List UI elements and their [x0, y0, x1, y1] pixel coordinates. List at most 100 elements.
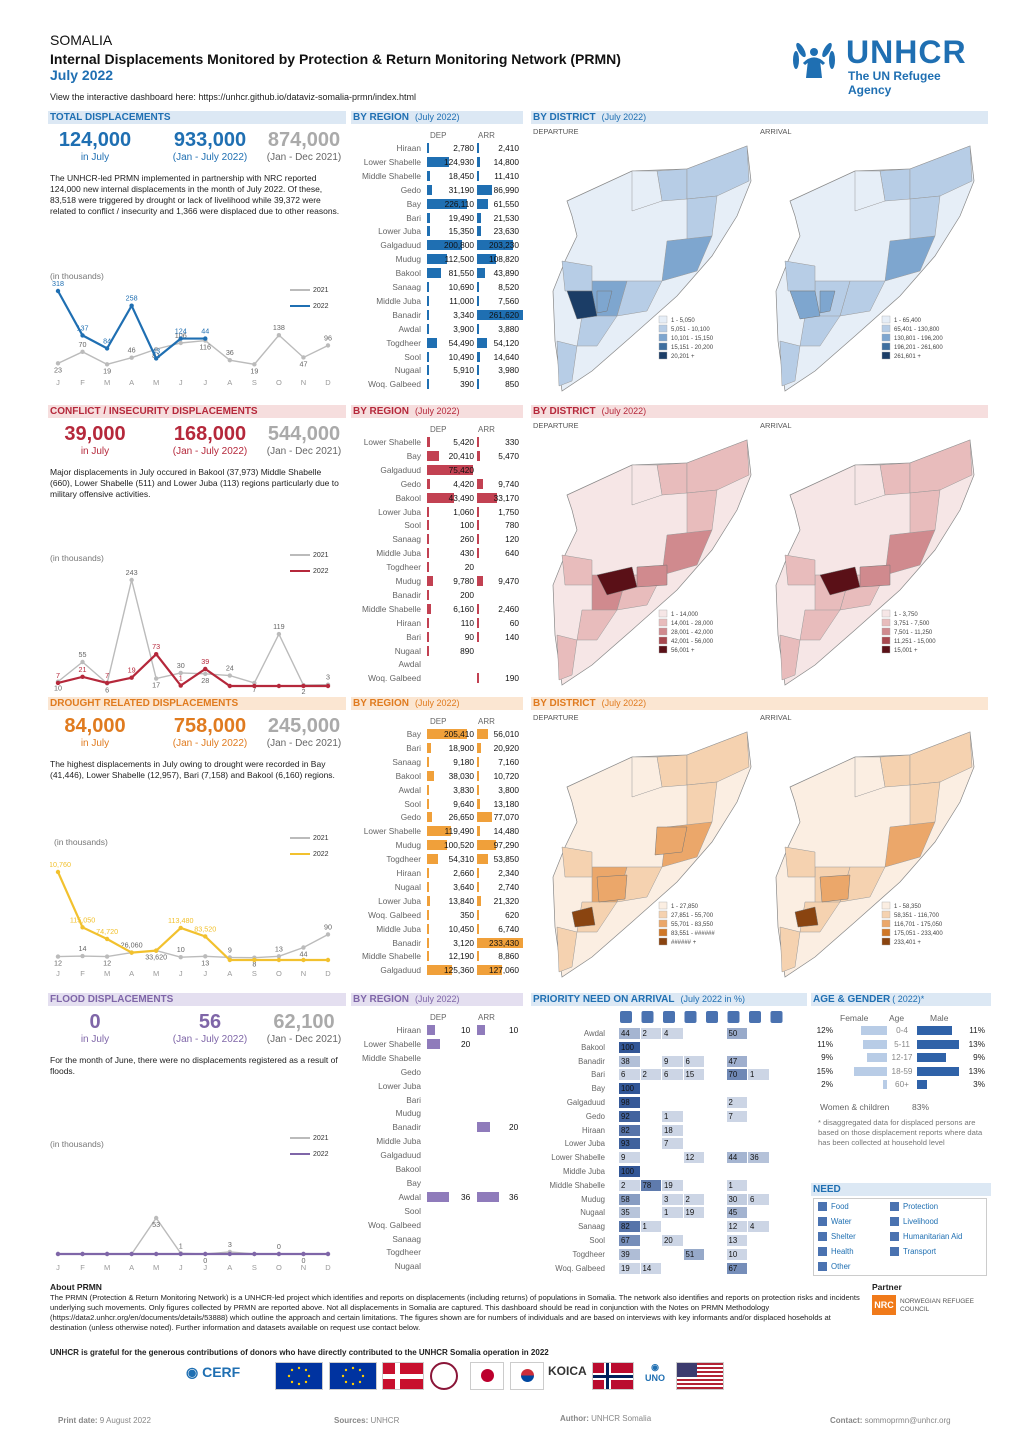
x-tick-label: O	[276, 378, 282, 387]
priority-cell	[727, 1083, 748, 1094]
denmark-flag-icon	[382, 1362, 424, 1390]
priority-cell	[727, 1042, 748, 1053]
arr-bar	[477, 450, 481, 461]
arr-bar	[477, 729, 489, 739]
priority-cell	[684, 1111, 705, 1122]
region-row: Middle Juba 11,000 7,560	[376, 295, 519, 306]
legend-2022: 2022	[290, 1151, 329, 1158]
data-label: 44	[299, 950, 307, 959]
region-row: Bay 226,110 61,550	[406, 198, 519, 209]
district-shape	[656, 754, 688, 788]
arr-bar	[477, 1025, 485, 1035]
priority-cell: 13	[726, 1235, 747, 1246]
map-legend-label: 15,001 +	[894, 648, 918, 654]
data-label: 10	[177, 945, 185, 954]
cerf-logo-icon: ◉ CERF	[186, 1364, 241, 1380]
print-date: Print date: 9 August 2022	[58, 1416, 151, 1425]
priority-cell: 6	[619, 1069, 640, 1081]
dep-bar	[427, 826, 451, 837]
nrc-name: NORWEGIAN REFUGEE COUNCIL	[900, 1298, 974, 1313]
priority-cell: 100	[619, 1083, 640, 1095]
data-point	[252, 957, 257, 963]
priority-cell: 50	[726, 1028, 747, 1039]
data-label: 39	[201, 657, 209, 666]
priority-cell	[770, 1056, 791, 1067]
need-legend-item: Humanitarian Aid	[890, 1232, 962, 1242]
japan-flag-icon	[470, 1362, 504, 1390]
map-legend-swatch	[658, 937, 668, 946]
need-legend-item: Livelihood	[890, 1217, 938, 1227]
priority-row: Middle Shabelle 2 78 19 1	[531, 1179, 807, 1192]
arr-bar	[477, 798, 480, 809]
conflict-arr-map: 1 - 3,750 3,751 - 7,500 7,501 - 11,250 11,2…	[775, 439, 975, 686]
region-row: Togdheer 20	[386, 562, 474, 573]
map-legend-label: 1 - 5,050	[671, 318, 695, 324]
map-legend-label: 233,401 +	[894, 940, 921, 946]
shelter-icon	[818, 1232, 827, 1242]
male-label: Male	[930, 1013, 949, 1023]
dashboard-link[interactable]: View the interactive dashboard here: htt…	[50, 92, 417, 102]
x-tick-label: J	[203, 378, 207, 387]
district-shape	[656, 462, 688, 496]
dep-bar	[427, 840, 447, 851]
priority-cell: 4	[662, 1028, 683, 1039]
flood-kpi-3: 62,100 (Jan - Dec 2021)	[266, 1011, 342, 1045]
data-point	[325, 957, 331, 963]
priority-row: Togdheer 39 51 10	[531, 1248, 807, 1261]
data-label: 7	[56, 671, 60, 680]
priority-cell: 92	[619, 1110, 640, 1122]
district-shape	[631, 170, 663, 212]
priority-cell: 7	[726, 1110, 747, 1122]
district-shape	[631, 464, 663, 506]
data-label: 258	[126, 294, 138, 303]
data-label: 73	[152, 642, 160, 651]
map-legend-swatch	[658, 928, 668, 937]
conflict-kpi-3: 544,000 (Jan - Dec 2021)	[266, 423, 342, 457]
map-legend-swatch	[658, 627, 668, 636]
drought-arr-map: 1 - 58,350 58,351 - 116,700 116,701 - 175,…	[775, 731, 975, 978]
data-point	[178, 954, 183, 960]
district-shape	[854, 756, 886, 798]
female-bar	[860, 1026, 887, 1035]
priority-cell: 30	[726, 1193, 747, 1205]
dep-bar	[427, 198, 467, 209]
unhcr-logo: UNHCR The UN Refugee Agency	[786, 34, 986, 97]
region-row: Sanaag	[392, 1233, 421, 1244]
data-label: 55	[79, 650, 87, 659]
x-tick-label: O	[276, 969, 282, 978]
data-label: 23	[54, 365, 62, 374]
priority-row: Lower Juba 93 7	[531, 1138, 807, 1150]
need-legend-item: Transport	[890, 1247, 936, 1257]
data-label: 124	[175, 327, 187, 336]
data-point	[178, 670, 183, 676]
series-2021-line	[57, 933, 329, 959]
map-legend-label: 65,401 - 130,800	[894, 327, 940, 333]
data-point	[203, 336, 208, 341]
usa-flag-icon	[676, 1362, 724, 1390]
priority-cell	[641, 1138, 662, 1149]
male-bar	[917, 1026, 953, 1035]
priority-cell: 1	[726, 1179, 747, 1191]
region-row: Bari 19,490 21,530	[406, 212, 519, 223]
region-row: Bay 205,410 56,010	[406, 729, 519, 739]
dep-bar	[427, 923, 430, 934]
x-tick-label: M	[153, 969, 159, 978]
arr-bar	[477, 520, 479, 531]
map-legend-swatch	[881, 910, 891, 919]
data-label: 96	[324, 333, 332, 342]
region-row: Galgaduud 75,420	[380, 464, 474, 475]
dep-bar	[427, 226, 430, 237]
priority-cell: 38	[619, 1055, 640, 1067]
need-legend-item: Other	[818, 1262, 851, 1272]
arr-bar	[477, 309, 523, 320]
arr-bar	[477, 895, 482, 906]
map-legend-label: 83,551 - ######	[671, 931, 715, 937]
dep-bar	[427, 379, 429, 390]
data-label: 53	[152, 1220, 160, 1229]
region-row: Banadir 20	[392, 1122, 519, 1133]
need-legend: Food Protection Water Livelihood Shelter Huma…	[813, 1198, 987, 1276]
region-row: Hiraan 110 60	[396, 617, 519, 628]
data-point	[203, 934, 208, 939]
contact[interactable]: Contact: sommoprmn@unhcr.org	[830, 1416, 951, 1425]
priority-cell	[770, 1152, 791, 1163]
